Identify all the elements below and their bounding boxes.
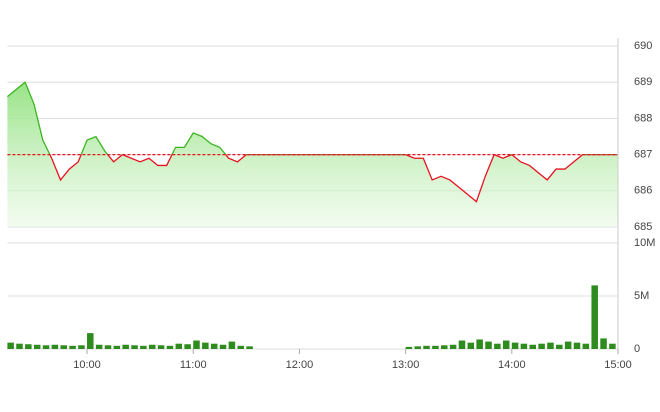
y-tick-label: 687 [634, 149, 652, 161]
volume-bar [538, 343, 545, 349]
volume-bar [529, 344, 537, 349]
volume-bar [78, 345, 85, 349]
y-tick-label: 688 [634, 112, 652, 124]
y-tick-label: 0 [634, 343, 640, 355]
x-tick-label: 12:00 [286, 359, 314, 371]
volume-bar [458, 340, 466, 349]
volume-bar [246, 346, 253, 349]
volume-bar [157, 345, 165, 349]
volume-bar [202, 342, 209, 349]
volume-bar [405, 346, 413, 349]
volume-bar [60, 345, 67, 349]
x-tick-label: 15:00 [604, 359, 632, 371]
x-tick-label: 14:00 [498, 359, 526, 371]
volume-bar [69, 345, 76, 349]
y-tick-label: 685 [634, 221, 652, 233]
volume-bar [485, 341, 492, 349]
volume-bar [494, 343, 501, 349]
volume-bar [210, 343, 218, 349]
volume-bar [25, 344, 32, 349]
volume-bar [140, 345, 147, 349]
y-tick-label: 5M [634, 290, 649, 302]
volume-bar [166, 345, 174, 349]
volume-bar [193, 340, 200, 349]
y-tick-label: 686 [634, 185, 652, 197]
x-tick-label: 13:00 [392, 359, 420, 371]
y-tick-label: 690 [634, 40, 652, 52]
volume-bar [95, 344, 103, 349]
volume-bar [148, 344, 156, 349]
volume-bar [51, 344, 59, 349]
volume-bar [476, 339, 483, 349]
volume-bar [228, 341, 236, 349]
volume-bar [511, 342, 519, 349]
volume-bar [520, 343, 528, 349]
volume-bar [441, 345, 448, 349]
volume-bar [591, 285, 598, 349]
volume-bar [423, 345, 430, 349]
volume-bar [184, 344, 191, 349]
volume-bar [432, 345, 439, 349]
volume-bar [547, 342, 554, 349]
volume-bar [609, 343, 616, 349]
volume-bar [87, 333, 94, 349]
volume-bar [564, 341, 572, 349]
x-tick-label: 10:00 [73, 359, 101, 371]
volume-bar [600, 338, 607, 349]
volume-bar [502, 340, 510, 349]
volume-bar [131, 345, 138, 349]
price-line-down [49, 154, 618, 203]
volume-bar [582, 343, 590, 349]
volume-bar [16, 343, 23, 349]
volume-bar [556, 344, 563, 349]
volume-bar [219, 344, 227, 349]
volume-bar [414, 346, 421, 349]
volume-bar [237, 345, 244, 349]
y-tick-label: 689 [634, 76, 652, 88]
volume-bar [449, 344, 457, 349]
volume-bar [7, 342, 14, 349]
volume-bar [175, 343, 183, 349]
volume-bar [104, 345, 112, 349]
volume-bar [122, 344, 129, 349]
volume-bar [42, 345, 50, 349]
volume-bar [467, 342, 475, 349]
volume-bar [113, 345, 121, 349]
volume-bar [573, 342, 581, 349]
volume-bar [33, 344, 41, 349]
y-tick-label: 10M [634, 237, 655, 249]
x-tick-label: 11:00 [180, 359, 207, 371]
